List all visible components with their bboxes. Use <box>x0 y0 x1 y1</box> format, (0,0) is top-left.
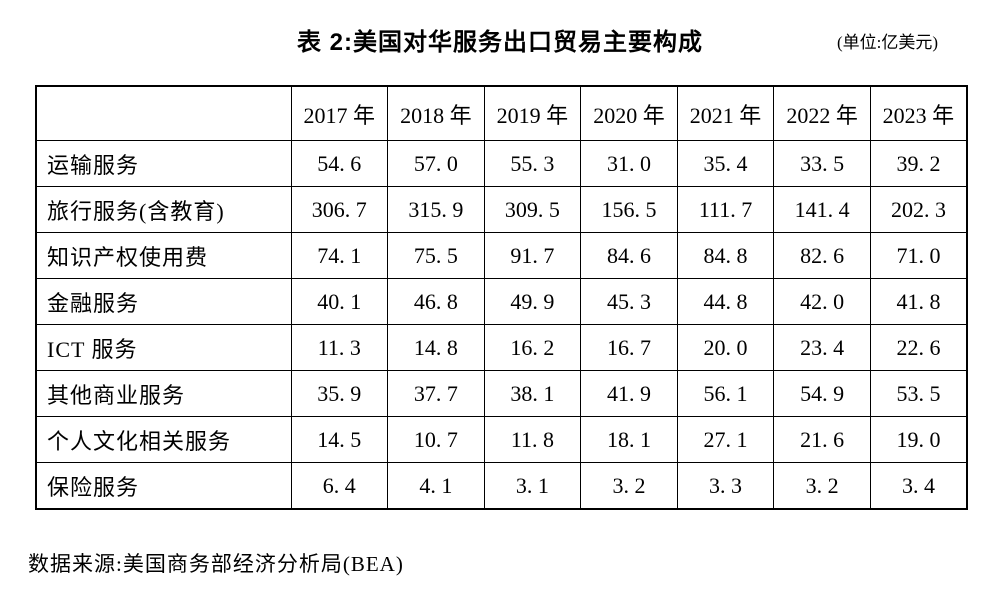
table-row: 其他商业服务 35. 9 37. 7 38. 1 41. 9 56. 1 54. 9 53. … <box>35 370 968 417</box>
value-cell: 14. 8 <box>387 324 485 371</box>
value-cell: 111. 7 <box>676 186 775 233</box>
value-cell: 10. 7 <box>387 416 485 463</box>
value-cell: 45. 3 <box>580 278 678 325</box>
value-cell: 71. 0 <box>869 232 968 279</box>
row-label: ICT 服务 <box>35 324 292 371</box>
value-cell: 41. 8 <box>869 278 968 325</box>
year-header-1: 2017 年 <box>290 85 389 141</box>
value-cell: 3. 2 <box>773 462 871 510</box>
year-header-4: 2020 年 <box>580 85 678 141</box>
value-cell: 37. 7 <box>387 370 485 417</box>
year-header-2: 2018 年 <box>387 85 485 141</box>
value-cell: 309. 5 <box>483 186 582 233</box>
value-cell: 21. 6 <box>773 416 871 463</box>
table-row: 保险服务 6. 4 4. 1 3. 1 3. 2 3. 3 3. 2 3. 4 <box>35 462 968 510</box>
value-cell: 315. 9 <box>387 186 485 233</box>
value-cell: 38. 1 <box>483 370 582 417</box>
value-cell: 3. 1 <box>483 462 582 510</box>
value-cell: 82. 6 <box>773 232 871 279</box>
value-cell: 3. 4 <box>869 462 968 510</box>
value-cell: 84. 8 <box>676 232 775 279</box>
value-cell: 46. 8 <box>387 278 485 325</box>
value-cell: 53. 5 <box>869 370 968 417</box>
value-cell: 55. 3 <box>483 140 582 187</box>
year-header-5: 2021 年 <box>676 85 775 141</box>
value-cell: 42. 0 <box>773 278 871 325</box>
corner-cell <box>35 85 292 141</box>
year-header-3: 2019 年 <box>483 85 582 141</box>
value-cell: 57. 0 <box>387 140 485 187</box>
value-cell: 202. 3 <box>869 186 968 233</box>
value-cell: 84. 6 <box>580 232 678 279</box>
table-title: 表 2:美国对华服务出口贸易主要构成 <box>296 29 703 56</box>
row-label: 知识产权使用费 <box>35 232 292 279</box>
value-cell: 20. 0 <box>676 324 775 371</box>
value-cell: 3. 3 <box>676 462 775 510</box>
value-cell: 14. 5 <box>290 416 389 463</box>
value-cell: 22. 6 <box>869 324 968 371</box>
unit-note: (单位:亿美元) <box>836 33 938 52</box>
value-cell: 56. 1 <box>676 370 775 417</box>
value-cell: 54. 6 <box>290 140 389 187</box>
services-export-table: 2017 年 2018 年 2019 年 2020 年 2021 年 2022 年 2023… <box>35 85 968 510</box>
title-row: 表 2:美国对华服务出口贸易主要构成 (单位:亿美元) <box>0 22 1000 56</box>
value-cell: 6. 4 <box>290 462 389 510</box>
value-cell: 35. 9 <box>290 370 389 417</box>
value-cell: 16. 7 <box>580 324 678 371</box>
table-row: 运输服务 54. 6 57. 0 55. 3 31. 0 35. 4 33. 5 39. 2 <box>35 140 968 187</box>
value-cell: 306. 7 <box>290 186 389 233</box>
row-label: 运输服务 <box>35 140 292 187</box>
value-cell: 4. 1 <box>387 462 485 510</box>
row-label: 旅行服务(含教育) <box>35 186 292 233</box>
table-row: ICT 服务 11. 3 14. 8 16. 2 16. 7 20. 0 23. 4 22. … <box>35 324 968 371</box>
value-cell: 3. 2 <box>580 462 678 510</box>
value-cell: 75. 5 <box>387 232 485 279</box>
value-cell: 19. 0 <box>869 416 968 463</box>
table-row: 个人文化相关服务 14. 5 10. 7 11. 8 18. 1 27. 1 21. 6 19… <box>35 416 968 463</box>
value-cell: 141. 4 <box>773 186 871 233</box>
value-cell: 18. 1 <box>580 416 678 463</box>
row-label: 金融服务 <box>35 278 292 325</box>
value-cell: 40. 1 <box>290 278 389 325</box>
value-cell: 54. 9 <box>773 370 871 417</box>
value-cell: 11. 3 <box>290 324 389 371</box>
value-cell: 11. 8 <box>483 416 582 463</box>
value-cell: 16. 2 <box>483 324 582 371</box>
value-cell: 23. 4 <box>773 324 871 371</box>
value-cell: 156. 5 <box>580 186 678 233</box>
year-header-6: 2022 年 <box>773 85 871 141</box>
value-cell: 41. 9 <box>580 370 678 417</box>
row-label: 其他商业服务 <box>35 370 292 417</box>
table-header-row: 2017 年 2018 年 2019 年 2020 年 2021 年 2022 年 2023… <box>35 85 968 141</box>
table-row: 金融服务 40. 1 46. 8 49. 9 45. 3 44. 8 42. 0 41. 8 <box>35 278 968 325</box>
year-header-7: 2023 年 <box>869 85 968 141</box>
value-cell: 27. 1 <box>676 416 775 463</box>
value-cell: 39. 2 <box>869 140 968 187</box>
source-note: 数据来源:美国商务部经济分析局(BEA) <box>28 552 404 576</box>
value-cell: 31. 0 <box>580 140 678 187</box>
value-cell: 74. 1 <box>290 232 389 279</box>
value-cell: 44. 8 <box>676 278 775 325</box>
row-label: 保险服务 <box>35 462 292 510</box>
row-label: 个人文化相关服务 <box>35 416 292 463</box>
value-cell: 49. 9 <box>483 278 582 325</box>
table-row: 知识产权使用费 74. 1 75. 5 91. 7 84. 6 84. 8 82. 6 71.… <box>35 232 968 279</box>
value-cell: 35. 4 <box>676 140 775 187</box>
value-cell: 91. 7 <box>483 232 582 279</box>
value-cell: 33. 5 <box>773 140 871 187</box>
